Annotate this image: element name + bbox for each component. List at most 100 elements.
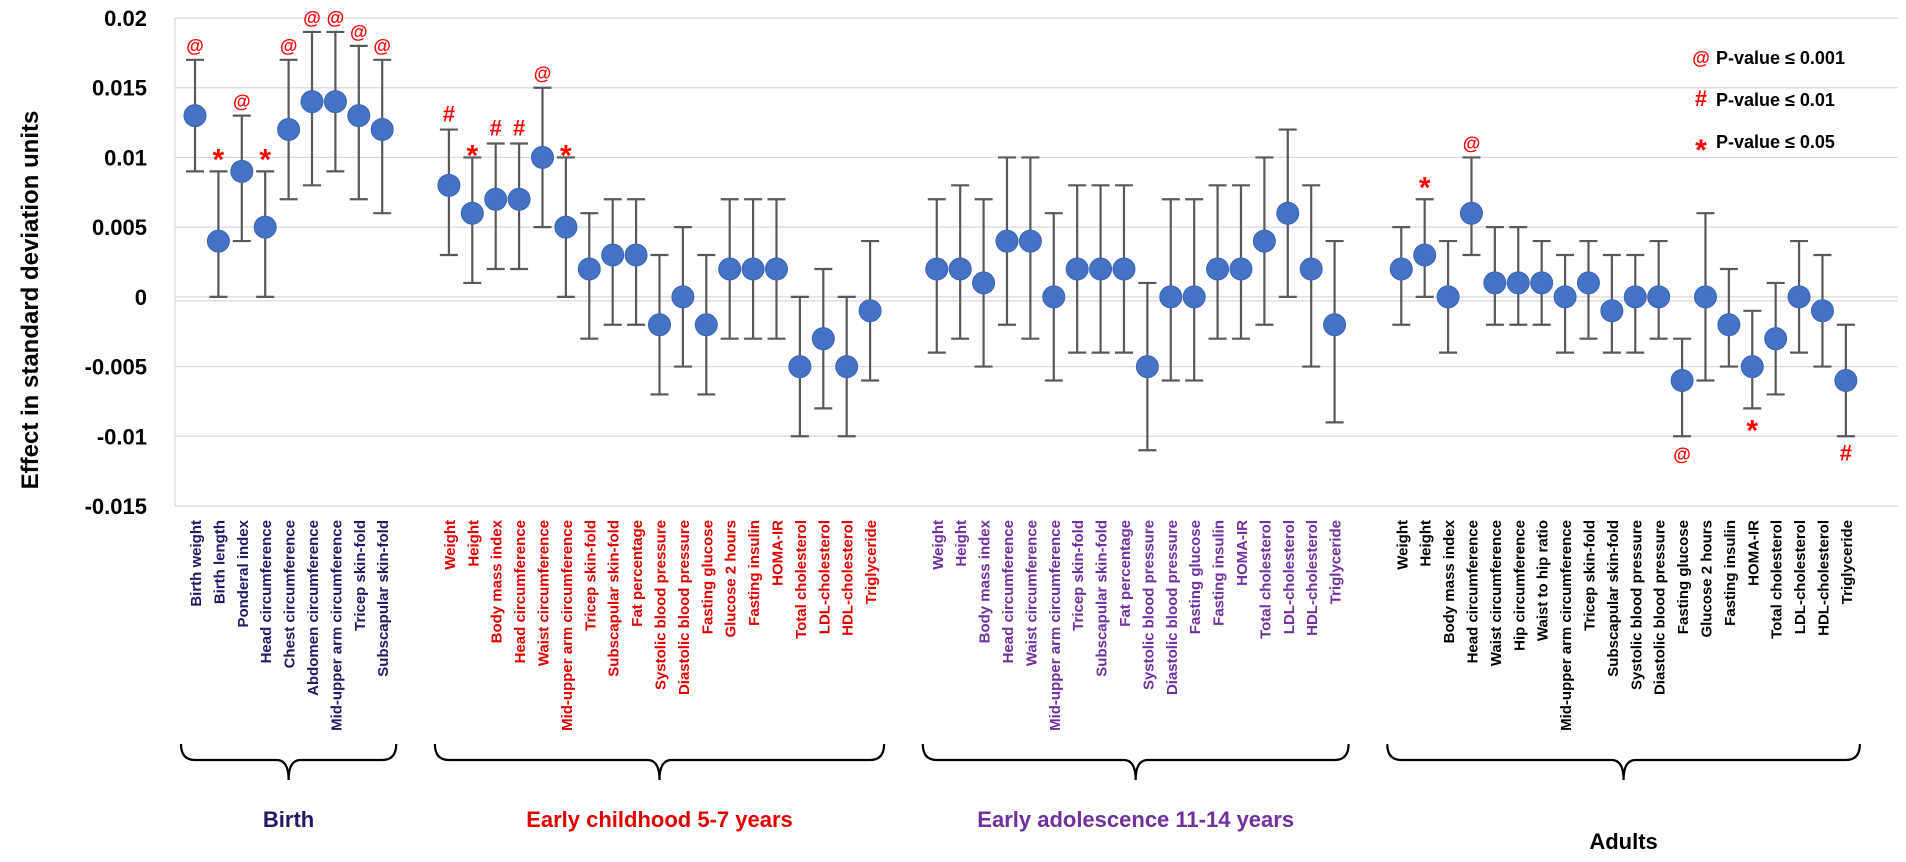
significance-marker: @ [350,22,368,42]
data-point [323,90,347,114]
x-tick-label: Tricep skin-fold [1070,520,1087,631]
x-tick-label: Head circumference [1464,520,1481,663]
x-tick-label: LDL-cholesterol [1281,520,1298,634]
significance-marker: * [1419,171,1431,204]
data-point [788,355,812,379]
data-point [1459,201,1483,225]
x-tick-label: Subscapular skin-fold [1605,520,1622,677]
data-point [1553,285,1577,309]
x-tick-label: Birth weight [188,520,205,607]
x-tick-label: HOMA-IR [769,520,786,586]
y-tick-label: -0.01 [97,424,147,449]
x-tick-label: Glucose 2 hours [723,520,740,638]
significance-marker: * [213,143,225,176]
data-point [1389,257,1413,281]
legend-marker: * [1695,134,1707,167]
data-point [1413,243,1437,267]
data-point [948,257,972,281]
x-tick-label: Mid-upper arm circumference [328,520,345,731]
significance-marker: @ [303,8,321,28]
data-point [925,257,949,281]
group-bracket [1386,743,1861,781]
x-tick-label: Fasting glucose [1187,520,1204,634]
group-label: Adults [1589,829,1657,854]
data-point [858,299,882,323]
x-tick-label: Body mass index [1441,519,1458,643]
x-tick-label: Glucose 2 hours [1698,520,1715,638]
data-point [1089,257,1113,281]
x-tick-label: Birth length [211,520,228,604]
x-tick-label: HOMA-IR [1745,520,1762,586]
data-point [764,257,788,281]
significance-marker: # [490,115,502,140]
data-point [253,215,277,239]
data-point [300,90,324,114]
x-tick-label: Body mass index [489,519,506,643]
data-point [1483,271,1507,295]
x-tick-label: Fasting glucose [699,520,716,634]
data-point [1530,271,1554,295]
data-point [1600,299,1624,323]
significance-markers: @*@*@@ @@@#*# #@**@@*# [186,8,1852,465]
x-tick-label: Mid-upper arm circumference [559,520,576,731]
data-point [1042,285,1066,309]
x-tick-label: Height [953,520,970,567]
x-tick-label: Total cholesterol [1769,520,1786,639]
group-label: Early childhood 5-7 years [526,807,793,832]
data-point [811,327,835,351]
x-tick-label: Diastolic blood pressure [1164,520,1181,695]
significance-marker: @ [1673,444,1691,464]
x-tick-label: Total cholesterol [1257,520,1274,639]
data-point [624,243,648,267]
x-tick-label: Systolic blood pressure [1628,520,1645,690]
data-point [741,257,765,281]
data-point [1623,285,1647,309]
data-point [1693,285,1717,309]
x-tick-label: Waist circumference [1488,520,1505,666]
data-points [183,90,1858,393]
y-tick-label: 0.01 [104,145,147,170]
x-tick-label: Fasting insulin [1211,520,1228,626]
y-tick-label: 0.005 [92,215,147,240]
x-tick-label: Systolic blood pressure [1140,520,1157,690]
group-bracket [921,743,1350,781]
y-tick-label: 0.02 [104,6,147,31]
x-tick-label: Height [1418,520,1435,567]
significance-marker: @ [233,92,251,112]
data-point [1764,327,1788,351]
data-point [1159,285,1183,309]
x-tick-label: Weight [1394,520,1411,570]
data-point [1647,285,1671,309]
x-tick-label: Tricep skin-fold [1581,520,1598,631]
significance-marker: # [443,102,455,127]
data-point [554,215,578,239]
x-tick-label: LDL-cholesterol [816,520,833,634]
data-point [1182,285,1206,309]
x-tick-label: Subscapular skin-fold [606,520,623,677]
x-tick-label: Systolic blood pressure [652,520,669,690]
data-point [370,118,394,142]
data-point [1299,257,1323,281]
legend-label: P-value ≤ 0.05 [1716,132,1835,152]
data-point [1670,369,1694,393]
x-tick-label: Mid-upper arm circumference [1047,520,1064,731]
y-axis-label: Effect in standard deviation units [17,111,44,490]
data-point [577,257,601,281]
data-point [1252,229,1276,253]
x-tick-label: Height [465,520,482,567]
legend-marker: # [1695,86,1707,111]
data-point [1787,285,1811,309]
x-tick-label: Abdomen circumference [305,520,322,696]
data-point [647,313,671,337]
group-label: Early adolescence 11-14 years [977,807,1294,832]
data-point [460,201,484,225]
x-tick-label: Chest circumference [282,520,299,668]
data-point [277,118,301,142]
data-point [972,271,996,295]
x-tick-label: Diastolic blood pressure [1652,520,1669,695]
x-tick-label: Total cholesterol [793,520,810,639]
data-point [230,159,254,183]
x-tick-label: Triglyceride [1839,520,1856,604]
group-brackets: Birth Early childhood 5-7 years Early adol… [179,743,1861,854]
